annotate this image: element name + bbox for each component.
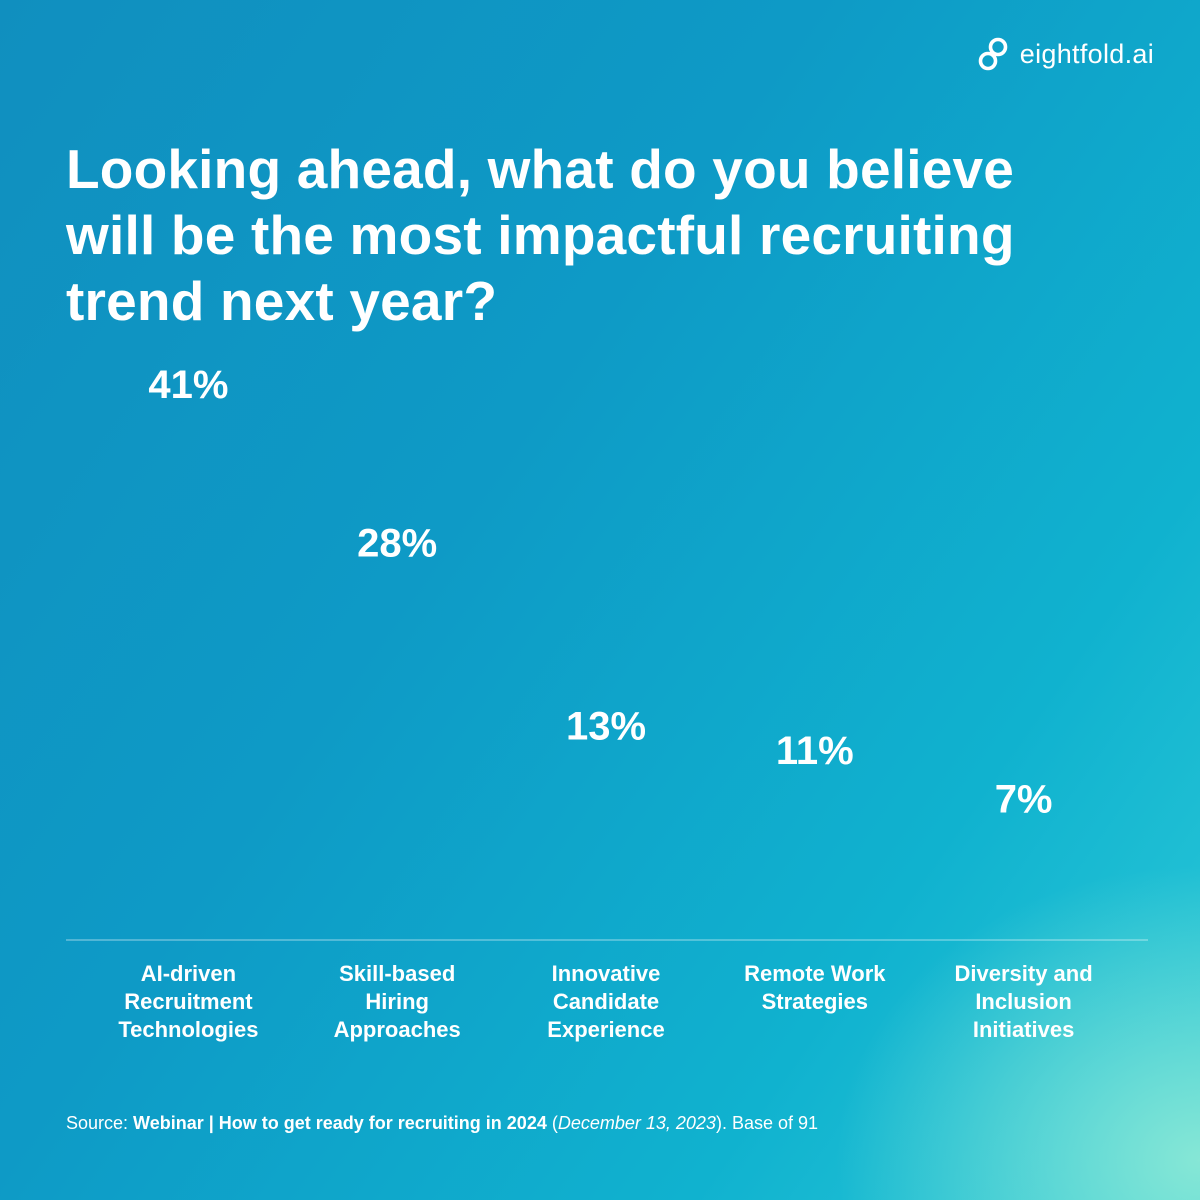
category-label-1: AI-driven Recruitment Technologies (118, 961, 258, 1042)
category-label-line: Strategies (762, 989, 868, 1014)
value-label-3: 13% (566, 704, 646, 748)
source-base: ). Base of 91 (715, 1113, 819, 1133)
category-label-line: Diversity and (955, 961, 1093, 986)
brand-name: eightfold.ai (1019, 38, 1154, 69)
category-label-line: Recruitment (124, 989, 253, 1014)
category-label-5: Diversity and Inclusion Initiatives (955, 961, 1093, 1042)
category-label-3: Innovative Candidate Experience (547, 961, 664, 1042)
value-label-2: 28% (357, 521, 437, 565)
category-label-4: Remote Work Strategies (744, 961, 886, 1014)
value-label-4: 11% (776, 729, 854, 773)
source-prefix: Source: (66, 1113, 134, 1133)
category-label-line: Inclusion (975, 989, 1072, 1014)
source-date: December 13, 2023 (557, 1113, 716, 1133)
value-label-5: 7% (995, 778, 1053, 822)
category-label-line: Approaches (334, 1017, 461, 1042)
category-label-line: Remote Work (744, 961, 886, 986)
category-label-line: Skill-based (339, 961, 455, 986)
source-event: Webinar | How to get ready for recruitin… (133, 1113, 547, 1133)
category-label-line: AI-driven (141, 961, 236, 986)
category-label-line: Experience (547, 1017, 664, 1042)
category-label-line: Technologies (118, 1017, 258, 1042)
source-note: Source: Webinar | How to get ready for r… (66, 1113, 818, 1134)
category-labels: AI-driven Recruitment Technologies Skill-ba… (118, 961, 1092, 1042)
category-label-line: Candidate (553, 989, 659, 1014)
value-label-1: 41% (148, 363, 228, 407)
category-label-line: Initiatives (973, 1017, 1074, 1042)
brand-logo: eightfold.ai (976, 36, 1154, 72)
category-label-line: Innovative (552, 961, 661, 986)
category-label-line: Hiring (365, 989, 429, 1014)
category-label-2: Skill-based Hiring Approaches (334, 961, 461, 1042)
value-labels: 41% 28% 13% 11% 7% (148, 363, 1052, 822)
source-open-paren: ( (546, 1113, 558, 1133)
chart-title: Looking ahead, what do you believe will … (66, 138, 1015, 332)
infinity-loop-icon (978, 37, 1008, 71)
